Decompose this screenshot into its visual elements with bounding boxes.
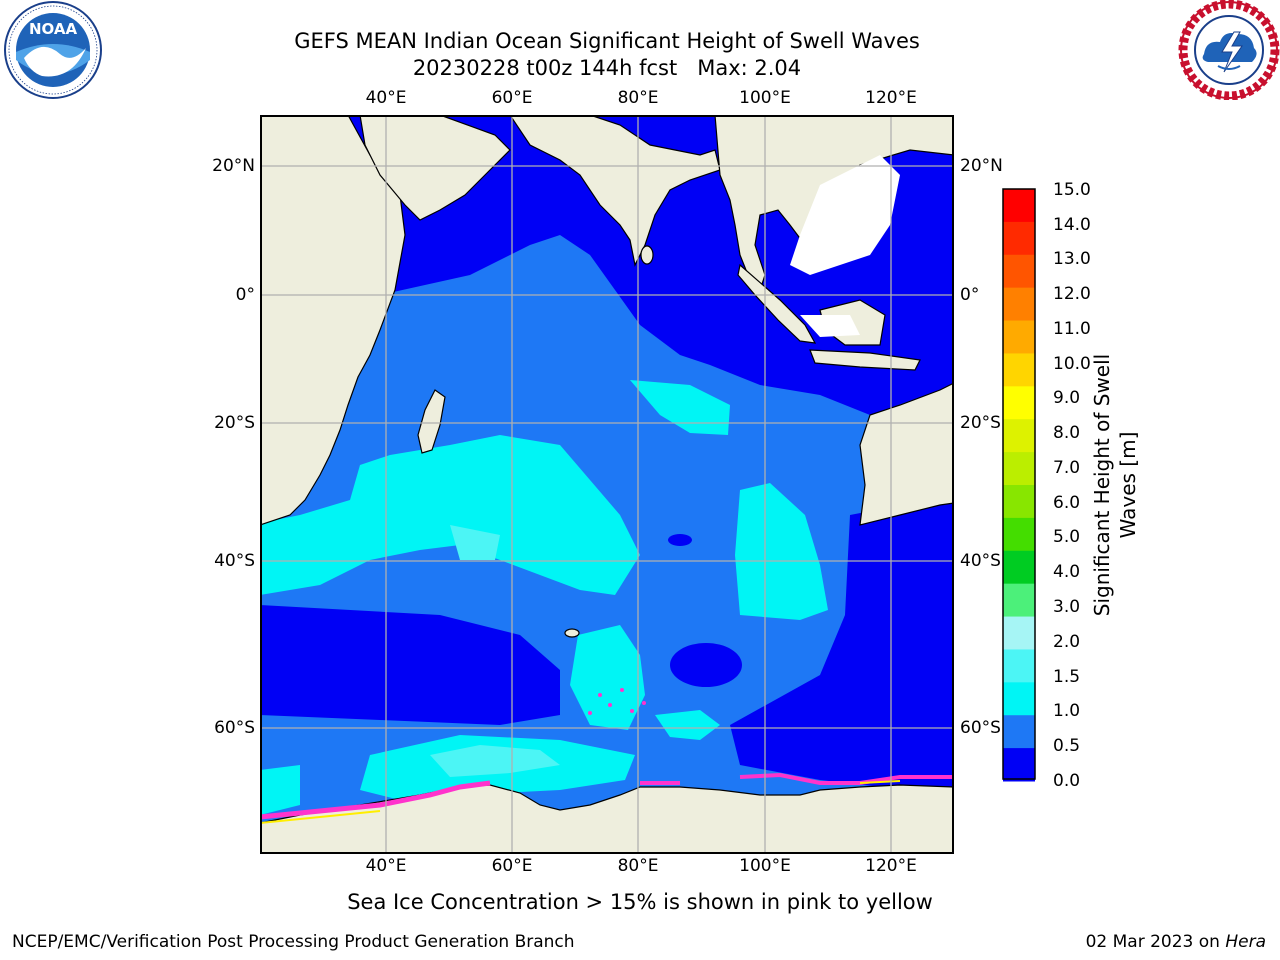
colorbar-segment <box>1003 189 1035 223</box>
lon-label-bottom: 80°E <box>617 856 659 876</box>
swell-band-high <box>430 525 560 777</box>
lon-label-top: 40°E <box>365 88 407 108</box>
lat-label-right: 20°N <box>960 156 1003 176</box>
colorbar-tick: 13.0 <box>1053 249 1091 269</box>
lat-label-left: 0° <box>235 285 255 305</box>
noaa-logo-icon: NOAA <box>4 1 102 99</box>
lat-label-left: 40°S <box>214 551 255 571</box>
lon-label-bottom: 120°E <box>865 856 917 876</box>
colorbar-segment <box>1003 386 1035 420</box>
colorbar-tick: 10.0 <box>1053 354 1091 374</box>
nws-logo-icon <box>1178 0 1280 100</box>
lon-label-top: 100°E <box>739 88 791 108</box>
colorbar-tick: 4.0 <box>1053 562 1081 582</box>
colorbar-tick: 9.0 <box>1053 388 1081 408</box>
swell-height-map <box>260 115 954 854</box>
lat-label-right: 20°S <box>960 413 1001 433</box>
lon-label-bottom: 60°E <box>491 856 533 876</box>
sea-ice-caption: Sea Ice Concentration > 15% is shown in … <box>347 890 933 914</box>
lon-label-top: 80°E <box>617 88 659 108</box>
colorbar-segment <box>1003 649 1035 683</box>
svg-text:NOAA: NOAA <box>29 20 78 38</box>
footer-host: Hera <box>1225 932 1266 952</box>
colorbar-segment <box>1003 583 1035 618</box>
colorbar-segment <box>1003 748 1035 782</box>
colorbar <box>1002 188 1036 782</box>
colorbar-segment <box>1003 419 1035 453</box>
masked-region <box>800 315 860 337</box>
footer-credit: NCEP/EMC/Verification Post Processing Pr… <box>12 932 575 952</box>
colorbar-segment <box>1003 616 1035 650</box>
lon-label-top: 60°E <box>491 88 533 108</box>
map-frame <box>260 115 954 854</box>
colorbar-tick: 1.5 <box>1053 667 1081 687</box>
colorbar-tick: 12.0 <box>1053 284 1091 304</box>
lon-label-top: 120°E <box>865 88 917 108</box>
lon-label-bottom: 40°E <box>365 856 407 876</box>
colorbar-tick: 1.0 <box>1053 701 1081 721</box>
colorbar-segment <box>1003 517 1035 552</box>
colorbar-tick: 14.0 <box>1053 215 1091 235</box>
colorbar-segment <box>1003 320 1035 354</box>
colorbar-title: Significant Height of Swell Waves [m] <box>1090 353 1140 617</box>
colorbar-segment <box>1003 353 1035 387</box>
lat-label-left: 60°S <box>214 718 255 738</box>
colorbar-tick: 8.0 <box>1053 423 1081 443</box>
colorbar-segment <box>1003 452 1035 486</box>
masked-region <box>790 155 900 275</box>
lat-label-left: 20°S <box>214 413 255 433</box>
colorbar-tick: 7.0 <box>1053 458 1081 478</box>
colorbar-tick: 0.5 <box>1053 736 1081 756</box>
colorbar-tick: 3.0 <box>1053 597 1081 617</box>
footer-date-text: 02 Mar 2023 on <box>1085 932 1226 952</box>
colorbar-tick: 5.0 <box>1053 527 1081 547</box>
colorbar-segment <box>1003 254 1035 289</box>
graticule <box>260 115 954 854</box>
lat-label-left: 20°N <box>212 156 255 176</box>
colorbar-tick: 15.0 <box>1053 180 1091 200</box>
colorbar-segment <box>1003 221 1035 256</box>
lat-label-right: 40°S <box>960 551 1001 571</box>
lat-label-right: 60°S <box>960 718 1001 738</box>
colorbar-tick: 11.0 <box>1053 319 1091 339</box>
colorbar-segment <box>1003 485 1035 519</box>
swell-band-mid <box>260 380 828 815</box>
colorbar-segment <box>1003 287 1035 322</box>
footer-date: 02 Mar 2023 on Hera <box>1086 932 1266 952</box>
colorbar-segment <box>1003 550 1035 585</box>
lat-label-right: 0° <box>960 285 980 305</box>
map-title: GEFS MEAN Indian Ocean Significant Heigh… <box>294 29 920 53</box>
lon-label-bottom: 100°E <box>739 856 791 876</box>
colorbar-segment <box>1003 715 1035 749</box>
colorbar-tick: 6.0 <box>1053 493 1081 513</box>
sea-ice-edge <box>260 688 954 824</box>
colorbar-segment <box>1003 682 1035 716</box>
colorbar-tick: 2.0 <box>1053 632 1081 652</box>
map-subtitle: 20230228 t00z 144h fcst Max: 2.04 <box>412 56 802 80</box>
colorbar-tick: 0.0 <box>1053 771 1081 791</box>
